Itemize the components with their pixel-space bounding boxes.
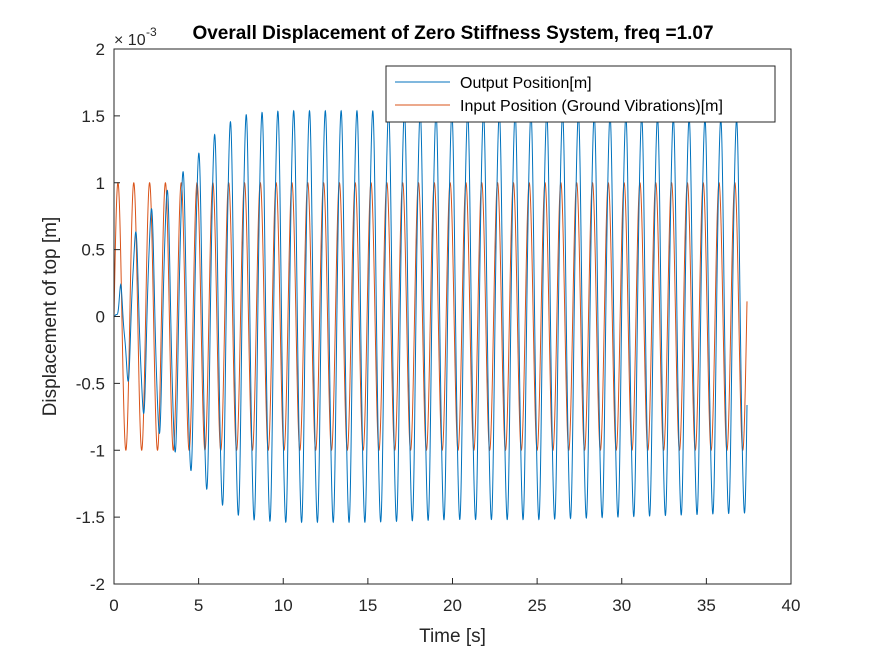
- legend: Output Position[m] Input Position (Ground…: [385, 65, 776, 123]
- y-exponent-base: × 10: [114, 32, 146, 49]
- y-tick-label: -2: [90, 575, 105, 594]
- x-tick-label: 35: [697, 596, 716, 615]
- y-tick-label: 1: [96, 174, 105, 193]
- x-tick-label: 5: [194, 596, 203, 615]
- y-axis-label: Displacement of top [m]: [40, 217, 61, 417]
- series-line-input-position: [114, 181, 748, 452]
- x-tick-label: 15: [358, 596, 377, 615]
- x-tick-label: 30: [612, 596, 631, 615]
- ticks-layer: 0 5 10 15 20 25 30 35 40 -2 -1.5 -1 -0.5 0 0.5 1 1.5 2: [76, 40, 801, 615]
- y-tick-label: 1.5: [81, 107, 105, 126]
- y-tick-label: 0.5: [81, 241, 105, 260]
- legend-box: [385, 65, 776, 123]
- legend-entry-label: Output Position[m]: [460, 75, 592, 92]
- y-exponent-power: -3: [146, 25, 157, 39]
- y-tick-label: -0.5: [76, 374, 105, 393]
- y-tick-label: 2: [96, 40, 105, 59]
- legend-entry-label: Input Position (Ground Vibrations)[m]: [460, 98, 723, 115]
- x-tick-label: 25: [528, 596, 547, 615]
- y-tick-label: -1: [90, 441, 105, 460]
- x-axis-label: Time [s]: [419, 626, 486, 647]
- x-tick-label: 0: [109, 596, 118, 615]
- chart-title: Overall Displacement of Zero Stiffness S…: [192, 23, 713, 44]
- x-tick-label: 20: [443, 596, 462, 615]
- y-tick-label: 0: [96, 308, 105, 327]
- y-tick-label: -1.5: [76, 508, 105, 527]
- x-tick-label: 40: [782, 596, 801, 615]
- x-tick-label: 10: [274, 596, 293, 615]
